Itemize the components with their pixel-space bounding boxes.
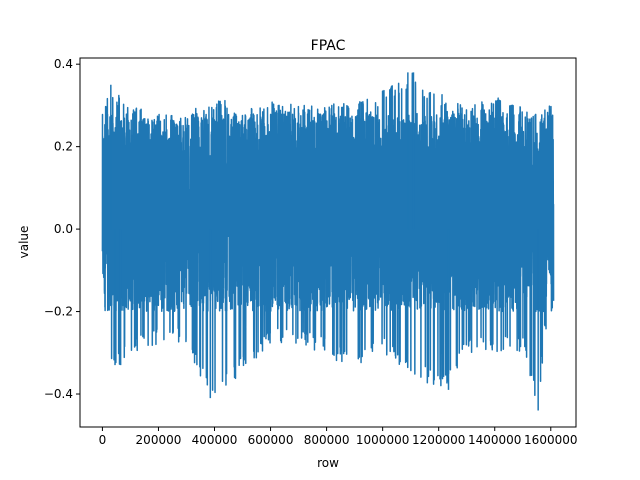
y-tick-label: −0.4 (44, 387, 73, 401)
y-tick-label: −0.2 (44, 305, 73, 319)
x-tick-label: 600000 (248, 433, 294, 447)
x-tick-label: 400000 (192, 433, 238, 447)
axes-frame (79, 57, 577, 428)
y-tick-label: 0.2 (54, 140, 73, 154)
x-axis: 0 200000 400000 600000 800000 1000000 1200000 1… (99, 427, 578, 447)
chart-title: FPAC (311, 38, 346, 54)
x-tick-label: 1400000 (468, 433, 521, 447)
x-tick-label: 1000000 (356, 433, 409, 447)
x-tick-label: 1600000 (524, 433, 577, 447)
plot-frame (79, 57, 577, 428)
series-line (101, 72, 555, 397)
x-tick-label: 0 (99, 433, 107, 447)
y-axis: −0.4 −0.2 0.0 0.2 0.4 (44, 57, 80, 401)
x-axis-label: row (317, 456, 339, 470)
series-area (101, 72, 555, 411)
x-tick-label: 200000 (136, 433, 182, 447)
x-tick-label: 1200000 (412, 433, 465, 447)
y-tick-label: 0.4 (54, 57, 73, 71)
y-axis-label: value (17, 226, 31, 259)
x-tick-label: 800000 (304, 433, 350, 447)
y-tick-label: 0.0 (54, 222, 73, 236)
